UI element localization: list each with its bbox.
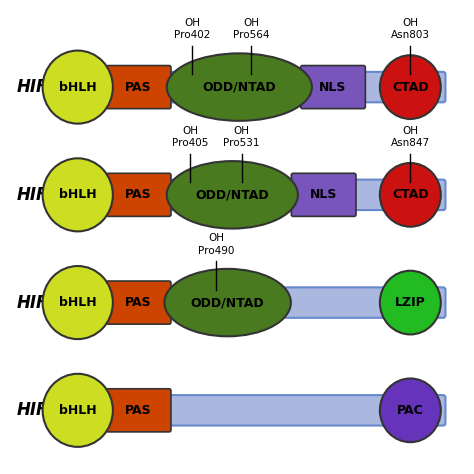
Ellipse shape [380,271,441,335]
FancyBboxPatch shape [75,180,446,210]
FancyBboxPatch shape [106,65,171,109]
Text: HIF-2α: HIF-2α [17,186,77,204]
Text: OH
Asn803: OH Asn803 [391,18,430,40]
Text: HIF-3α: HIF-3α [17,293,77,311]
Text: bHLH: bHLH [59,188,97,201]
Text: OH
Pro490: OH Pro490 [198,233,234,256]
Text: PAC: PAC [397,404,424,417]
FancyBboxPatch shape [75,287,446,318]
Text: ODD/NTAD: ODD/NTAD [195,188,269,201]
FancyBboxPatch shape [75,72,446,102]
Text: bHLH: bHLH [59,404,97,417]
Ellipse shape [167,54,312,121]
Text: OH
Pro402: OH Pro402 [174,18,210,40]
Text: PAS: PAS [125,404,152,417]
Text: bHLH: bHLH [59,296,97,309]
FancyBboxPatch shape [106,389,171,432]
Text: OH
Pro531: OH Pro531 [223,126,260,148]
Ellipse shape [43,266,113,339]
Text: PAS: PAS [125,81,152,93]
Ellipse shape [380,55,441,119]
Text: bHLH: bHLH [59,81,97,93]
Text: NLS: NLS [319,81,346,93]
Text: OH
Pro405: OH Pro405 [172,126,209,148]
Text: ODD/NTAD: ODD/NTAD [202,81,276,93]
Text: CTAD: CTAD [392,188,428,201]
Text: ODD/NTAD: ODD/NTAD [191,296,264,309]
Text: OH
Asn847: OH Asn847 [391,126,430,148]
Text: HIF-1β: HIF-1β [17,401,78,419]
Ellipse shape [43,374,113,447]
Ellipse shape [164,269,291,337]
Text: PAS: PAS [125,188,152,201]
FancyBboxPatch shape [106,173,171,217]
Text: NLS: NLS [310,188,337,201]
FancyBboxPatch shape [301,65,365,109]
FancyBboxPatch shape [106,281,171,324]
Text: PAS: PAS [125,296,152,309]
Text: CTAD: CTAD [392,81,428,93]
Ellipse shape [380,163,441,227]
FancyBboxPatch shape [75,395,446,426]
Ellipse shape [43,158,113,231]
Text: OH
Pro564: OH Pro564 [233,18,269,40]
FancyBboxPatch shape [292,173,356,217]
Ellipse shape [380,378,441,442]
Ellipse shape [43,51,113,124]
Text: LZIP: LZIP [395,296,426,309]
Ellipse shape [167,161,298,228]
Text: HIF-1α: HIF-1α [17,78,77,96]
